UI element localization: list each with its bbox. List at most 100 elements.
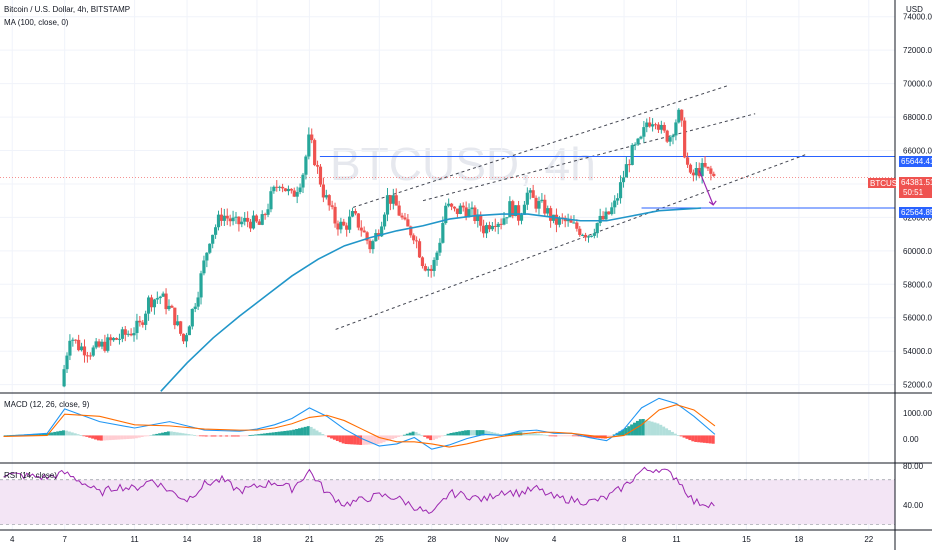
macd-histogram-bar	[44, 433, 48, 436]
macd-histogram-bar	[624, 428, 628, 436]
candle-body	[77, 339, 81, 351]
macd-histogram-bar	[700, 435, 704, 443]
macd-histogram-bar	[265, 433, 269, 436]
macd-histogram-bar	[248, 435, 252, 437]
candle-body	[286, 188, 291, 192]
macd-histogram-bar	[79, 435, 83, 436]
macd-histogram-bar	[548, 435, 552, 437]
macd-histogram-bar	[533, 433, 537, 436]
candle-body	[359, 227, 363, 231]
macd-histogram-bar	[353, 435, 357, 445]
time-tick-12: 15	[742, 535, 751, 544]
candle-body	[400, 215, 404, 218]
candle-body	[403, 217, 407, 220]
candle-body	[499, 223, 503, 225]
candle-body	[237, 216, 241, 225]
candle-body	[170, 305, 174, 308]
time-tick-3: 14	[183, 535, 192, 544]
macd-histogram-bar	[437, 435, 441, 438]
macd-histogram-bar	[446, 433, 450, 436]
macd-histogram-bar	[507, 433, 511, 436]
time-axis[interactable]: 4 7 11 14 18 21 25 28 Nov 4 8 11 15 18 22	[10, 535, 874, 544]
candle-body	[179, 321, 183, 334]
candle-body	[333, 206, 337, 224]
candle-body	[327, 195, 331, 206]
candle-body	[557, 217, 561, 225]
macd-histogram-bar	[271, 432, 275, 436]
macd-histogram-bar	[207, 435, 211, 437]
candle-body	[193, 306, 197, 309]
candle-body	[176, 321, 180, 326]
macd-histogram-bar	[493, 432, 497, 436]
macd-histogram-bar	[708, 435, 712, 444]
macd-histogram-bar	[641, 418, 645, 436]
candle-body	[642, 127, 646, 137]
macd-histogram-bar	[330, 435, 334, 439]
candle-body	[578, 228, 582, 235]
candle-body	[452, 206, 457, 209]
macd-histogram-bar	[469, 430, 473, 436]
macd-histogram-bar	[309, 426, 313, 436]
candle-body	[505, 217, 509, 219]
candle-body	[167, 305, 171, 310]
rsi-tick-40: 40.00	[903, 501, 924, 510]
candle-body	[683, 120, 687, 158]
macd-histogram-bar	[114, 435, 118, 440]
candle-body	[353, 211, 358, 214]
macd-histogram-bar	[644, 419, 648, 436]
candle-body	[275, 186, 279, 188]
macd-histogram-bar	[455, 431, 459, 436]
macd-histogram-bar	[691, 435, 695, 442]
candle-body	[155, 298, 159, 300]
candle-body	[315, 165, 320, 167]
candle-body	[243, 217, 247, 222]
resistance-price-text: 65644.41	[901, 157, 932, 166]
candle-body	[365, 232, 369, 241]
candle-body	[502, 218, 506, 225]
candle-body	[572, 222, 576, 224]
macd-histogram-bar	[102, 435, 106, 441]
candle-body	[694, 168, 698, 176]
macd-histogram-bar	[62, 430, 66, 436]
candle-body	[616, 198, 620, 201]
candle-body	[487, 225, 492, 230]
macd-histogram-bar	[659, 424, 663, 436]
macd-histogram-bar	[350, 435, 354, 445]
candle-body	[438, 242, 442, 253]
candle-body	[458, 205, 462, 214]
macd-histogram-bar	[335, 435, 339, 441]
macd-histogram-bar	[656, 423, 660, 436]
candle-body	[589, 235, 594, 237]
macd-histogram-bar	[73, 433, 77, 436]
macd-histogram-bar	[452, 432, 456, 436]
macd-histogram-bar	[163, 432, 167, 436]
macd-histogram-bar	[166, 431, 170, 436]
macd-histogram-bar	[490, 431, 494, 436]
macd-histogram-bar	[193, 434, 197, 436]
candle-body	[135, 320, 139, 334]
candle-body	[348, 216, 352, 230]
candle-body	[525, 192, 529, 205]
candle-body	[473, 207, 477, 222]
ma-legend: MA (100, close, 0)	[4, 18, 69, 27]
macd-histogram-bar	[47, 432, 51, 436]
price-tick-54000: 54000.00	[903, 347, 932, 356]
macd-histogram-bar	[88, 435, 92, 438]
candle-body	[621, 177, 626, 183]
macd-histogram-bar	[539, 434, 543, 436]
price-tick-74000: 74000.00	[903, 13, 932, 22]
macd-histogram-bar	[210, 435, 214, 437]
macd-histogram-bar	[134, 435, 138, 439]
candle-body	[516, 205, 521, 221]
price-tick-52000: 52000.00	[903, 381, 932, 390]
candle-body	[482, 225, 486, 234]
macd-histogram-bar	[606, 435, 610, 438]
candle-body	[575, 222, 579, 229]
candle-body	[449, 203, 454, 207]
candle-body	[248, 221, 253, 229]
candle-body	[283, 188, 288, 192]
macd-histogram-bar	[347, 435, 351, 445]
macd-histogram-bar	[688, 435, 692, 441]
candle-body	[409, 226, 413, 236]
